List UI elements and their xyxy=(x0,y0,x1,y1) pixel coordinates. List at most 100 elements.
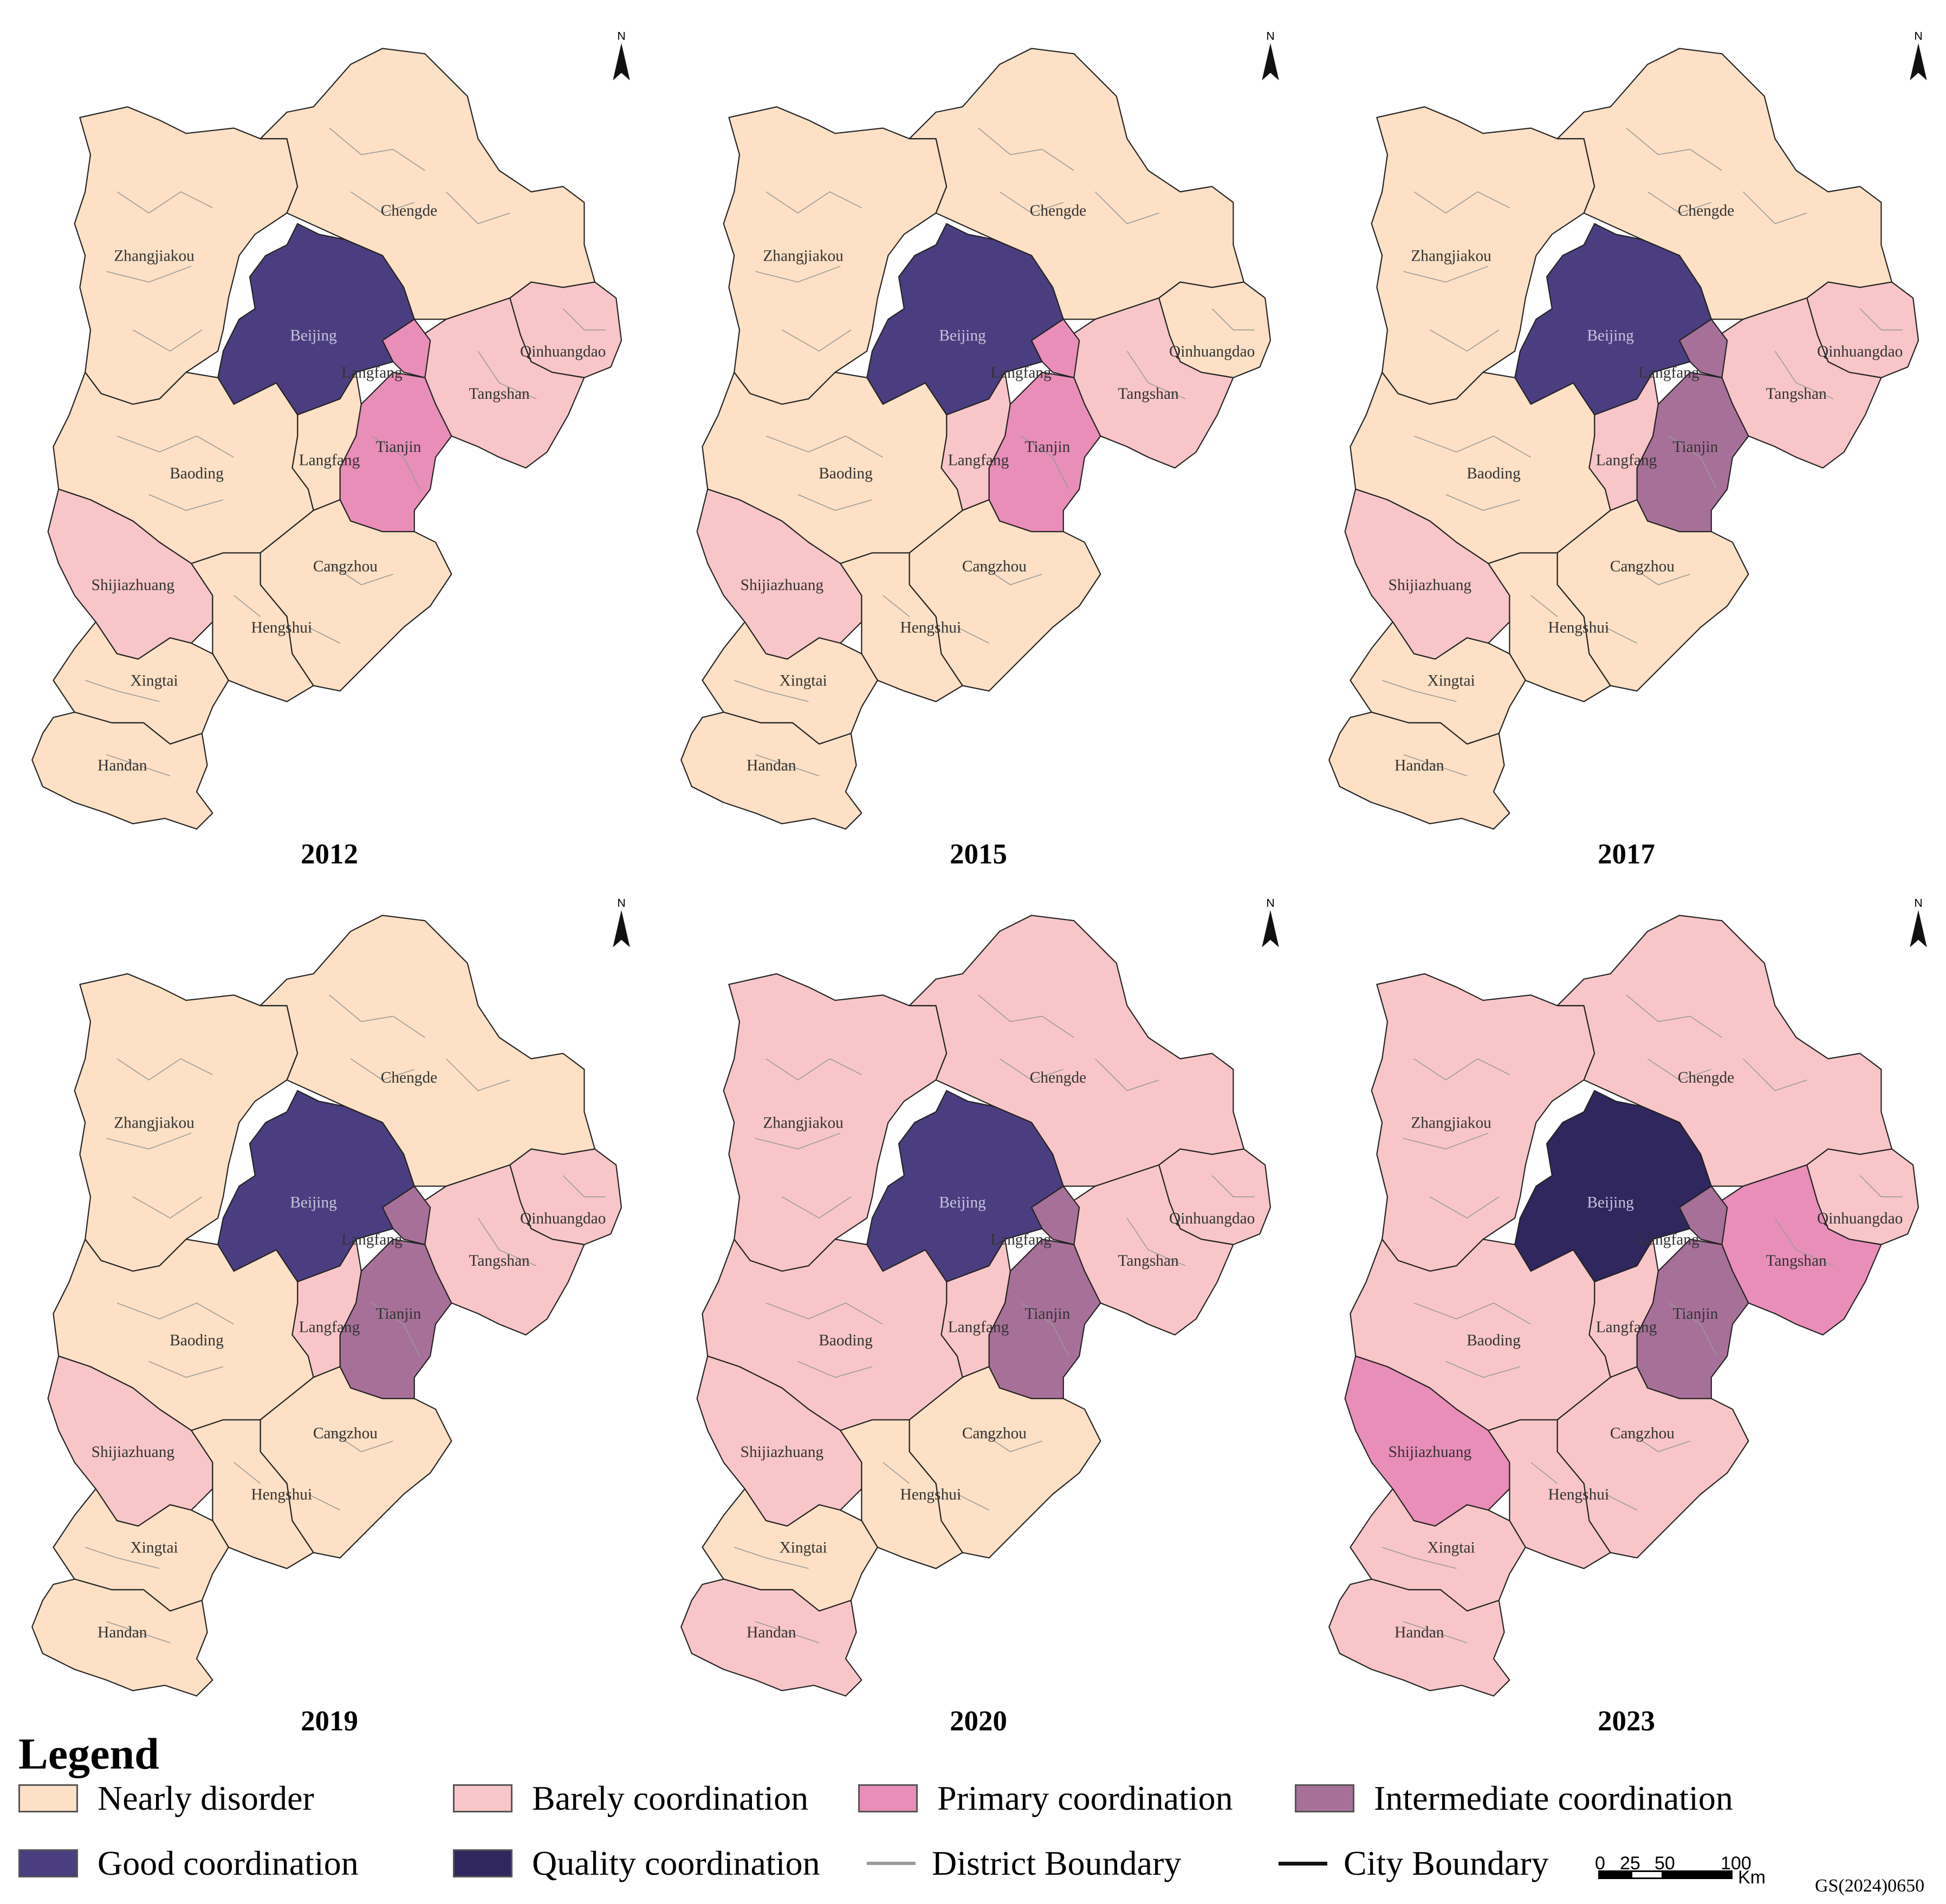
district-boundary-line xyxy=(1626,994,1722,1038)
district-boundary-line xyxy=(350,191,415,214)
panel-year-label: 2023 xyxy=(1598,1706,1655,1734)
region-hengshui xyxy=(1488,1419,1611,1569)
north-arrow-shape xyxy=(1910,910,1927,948)
legend-line-swatch xyxy=(867,1862,916,1865)
district-boundary-line xyxy=(1626,1430,1690,1453)
city-label: Xingtai xyxy=(1428,672,1475,689)
city-label: Cangzhou xyxy=(1610,558,1675,575)
legend-title: Legend xyxy=(18,1729,159,1778)
legend-label: Nearly disorder xyxy=(98,1779,314,1817)
city-label: Tangshan xyxy=(1118,1252,1179,1270)
city-label: Chengde xyxy=(1030,202,1086,219)
district-boundary-line xyxy=(1774,1217,1834,1266)
city-label: Zhangjiakou xyxy=(1411,247,1491,264)
district-boundary-line xyxy=(1668,1303,1717,1357)
district-boundary-line xyxy=(755,265,841,283)
city-label: Zhangjiakou xyxy=(1411,1114,1491,1131)
legend-swatch xyxy=(18,1784,78,1812)
city-label: Beijing xyxy=(290,327,337,344)
map-panel-2015: Zhangjiakou Chengde Beijing Langfang Qinhuan… xyxy=(680,29,1279,870)
district-boundary-line xyxy=(1774,351,1834,399)
district-boundary-line xyxy=(1403,754,1468,776)
district-boundary-line xyxy=(106,754,171,776)
city-label: Shijiazhuang xyxy=(92,577,175,594)
north-arrow-shape xyxy=(613,910,630,948)
city-label: Qinhuangdao xyxy=(1169,343,1255,360)
city-label: Hengshui xyxy=(900,619,961,636)
city-label: Chengde xyxy=(1678,1069,1734,1086)
district-boundary-line xyxy=(562,1175,606,1197)
city-label: Langfang xyxy=(990,364,1052,381)
panel-year-label: 2020 xyxy=(950,1706,1007,1734)
city-label: Beijing xyxy=(1587,1194,1634,1211)
city-label: Baoding xyxy=(1467,1332,1521,1349)
district-boundary-line xyxy=(329,994,425,1038)
district-boundary-line xyxy=(116,1058,213,1081)
legend-item-barely-coordination: Barely coordination xyxy=(453,1778,808,1818)
district-boundary-line xyxy=(797,1361,873,1378)
district-boundary-line xyxy=(1743,191,1807,224)
city-label: Baoding xyxy=(819,1332,873,1349)
district-boundary-line xyxy=(1743,1058,1807,1091)
district-boundary-line xyxy=(1859,308,1903,331)
city-label: Cangzhou xyxy=(962,1425,1027,1442)
district-boundary-line xyxy=(1647,191,1712,214)
city-label: Langfang xyxy=(299,1319,360,1336)
map-panel-2023: Zhangjiakou Chengde Beijing Langfang Qinhuan… xyxy=(1328,896,1927,1734)
north-arrow-shape xyxy=(613,43,630,81)
city-label: Tangshan xyxy=(1766,385,1827,403)
city-label: Beijing xyxy=(939,327,986,344)
district-boundary-line xyxy=(116,435,234,458)
city-label: Langfang xyxy=(948,452,1009,469)
district-boundary-line xyxy=(350,1058,415,1081)
city-label: Langfang xyxy=(1596,1319,1657,1336)
district-boundary-line xyxy=(734,1546,809,1569)
north-arrow-icon: N xyxy=(1910,896,1927,948)
city-label: Langfang xyxy=(948,1319,1009,1336)
district-boundary-line xyxy=(446,1058,510,1091)
legend-item-intermediate-coordination: Intermediate coordination xyxy=(1295,1778,1733,1818)
district-boundary-line xyxy=(1381,679,1457,702)
district-boundary-line xyxy=(1668,436,1717,490)
district-boundary-line xyxy=(1626,127,1722,171)
district-boundary-line xyxy=(1413,1058,1510,1081)
north-arrow-shape xyxy=(1910,43,1927,81)
city-label: Handan xyxy=(747,1624,796,1641)
map-panels: Zhangjiakou Chengde Beijing Langfang Qinhuan… xyxy=(31,29,1927,1734)
city-label: Baoding xyxy=(170,465,224,482)
scale-tick-label: 25 xyxy=(1620,1853,1640,1874)
district-boundary-line xyxy=(883,595,910,617)
city-label: Handan xyxy=(1394,1624,1444,1641)
city-label: Tangshan xyxy=(1766,1252,1827,1270)
north-label: N xyxy=(617,29,626,43)
city-label: Tianjin xyxy=(375,1305,421,1323)
city-label: Shijiazhuang xyxy=(92,1443,175,1461)
district-boundary-line xyxy=(1605,626,1637,644)
region-zhangjiakou xyxy=(1371,973,1595,1272)
city-label: Chengde xyxy=(381,202,437,219)
district-boundary-line xyxy=(1020,1303,1069,1357)
district-boundary-line xyxy=(755,754,820,776)
scale-segment xyxy=(1598,1870,1631,1879)
map-panel-2017: Zhangjiakou Chengde Beijing Langfang Qinhuan… xyxy=(1328,29,1927,870)
district-boundary-line xyxy=(106,1132,192,1150)
district-boundary-line xyxy=(1403,1621,1468,1643)
district-boundary-line xyxy=(782,1196,852,1219)
district-boundary-line xyxy=(978,127,1074,171)
district-boundary-line xyxy=(1413,1302,1531,1325)
region-zhangjiakou xyxy=(1371,106,1595,405)
region-hengshui xyxy=(840,1419,963,1569)
legend-item-good-coordination: Good coordination xyxy=(18,1843,359,1883)
district-boundary-line xyxy=(755,1132,841,1150)
city-label: Langfang xyxy=(341,1231,403,1248)
city-label: Hengshui xyxy=(900,1486,961,1503)
region-zhangjiakou xyxy=(723,106,948,405)
legend-label: Quality coordination xyxy=(532,1844,820,1882)
district-boundary-line xyxy=(133,329,203,352)
district-boundary-line xyxy=(308,626,340,644)
district-boundary-line xyxy=(782,329,852,352)
district-boundary-line xyxy=(1445,1361,1521,1378)
district-boundary-line xyxy=(1430,1196,1500,1219)
city-label: Xingtai xyxy=(1428,1539,1475,1556)
district-boundary-line xyxy=(477,351,537,399)
